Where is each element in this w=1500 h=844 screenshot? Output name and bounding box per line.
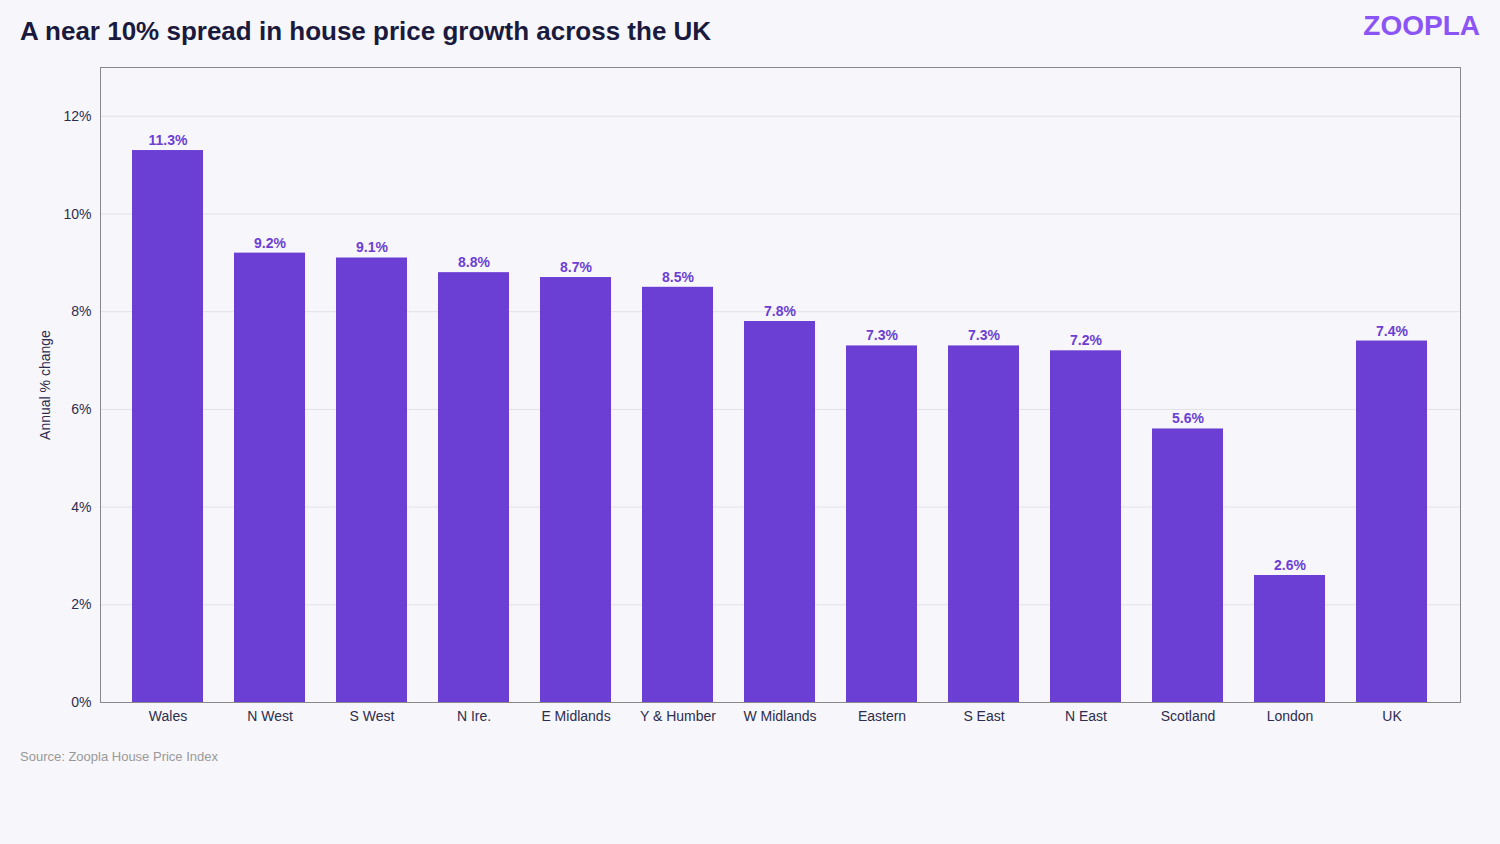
svg-text:Y & Humber: Y & Humber	[640, 708, 716, 724]
svg-text:N West: N West	[247, 708, 293, 724]
svg-text:7.3%: 7.3%	[866, 327, 898, 343]
svg-text:2%: 2%	[71, 596, 91, 612]
svg-text:S East: S East	[963, 708, 1004, 724]
svg-text:7.2%: 7.2%	[1070, 332, 1102, 348]
svg-text:5.6%: 5.6%	[1172, 410, 1204, 426]
svg-text:UK: UK	[1382, 708, 1402, 724]
svg-text:6%: 6%	[71, 401, 91, 417]
svg-text:11.3%: 11.3%	[149, 132, 188, 148]
svg-text:Scotland: Scotland	[1161, 708, 1215, 724]
svg-text:Wales: Wales	[149, 708, 187, 724]
svg-text:12%: 12%	[63, 108, 91, 124]
svg-text:8.8%: 8.8%	[458, 254, 490, 270]
svg-text:9.2%: 9.2%	[254, 235, 286, 251]
svg-text:N East: N East	[1065, 708, 1107, 724]
svg-text:7.3%: 7.3%	[968, 327, 1000, 343]
svg-text:2.6%: 2.6%	[1274, 557, 1306, 573]
svg-text:8.7%: 8.7%	[560, 259, 592, 275]
svg-text:7.4%: 7.4%	[1376, 323, 1408, 339]
html-text:ZOOPLA: ZOOPLA	[1363, 10, 1480, 41]
svg-text:0%: 0%	[71, 694, 91, 710]
svg-text:Annual % change: Annual % change	[37, 330, 53, 440]
html-text:Source: Zoopla House Price Ind: Source: Zoopla House Price Index	[20, 749, 218, 764]
svg-text:10%: 10%	[63, 206, 91, 222]
svg-text:S West: S West	[350, 708, 395, 724]
svg-text:Eastern: Eastern	[858, 708, 906, 724]
svg-text:W Midlands: W Midlands	[743, 708, 816, 724]
html-text:A near 10% spread in house pri: A near 10% spread in house price growth …	[20, 16, 712, 46]
svg-text:9.1%: 9.1%	[356, 239, 388, 255]
svg-text:London: London	[1267, 708, 1314, 724]
svg-text:7.8%: 7.8%	[764, 303, 796, 319]
svg-text:8.5%: 8.5%	[662, 269, 694, 285]
svg-text:4%: 4%	[71, 499, 91, 515]
svg-text:E Midlands: E Midlands	[541, 708, 610, 724]
svg-text:8%: 8%	[71, 303, 91, 319]
svg-text:N Ire.: N Ire.	[457, 708, 491, 724]
